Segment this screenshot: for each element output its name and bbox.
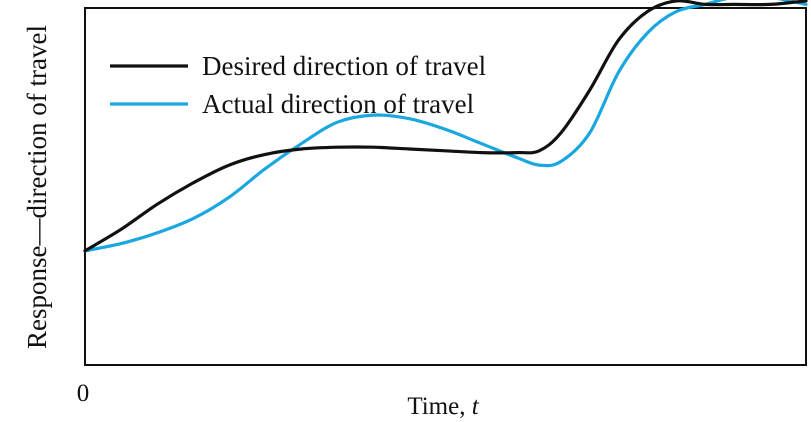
legend-label-actual: Actual direction of travel [202, 89, 474, 119]
series-line-actual [83, 0, 808, 253]
x-axis-label-text: Time, [407, 393, 471, 420]
x-tick-label-origin: 0 [77, 380, 90, 407]
legend: Desired direction of travel Actual direc… [110, 51, 486, 119]
y-axis-label: Response—direction of travel [22, 25, 52, 349]
x-axis-label: Time, t [407, 393, 479, 420]
plot-frame [84, 7, 807, 366]
x-axis-label-variable: t [472, 393, 480, 420]
legend-label-desired: Desired direction of travel [202, 51, 486, 81]
series-line-desired [83, 0, 808, 253]
series-layer [83, 0, 808, 253]
